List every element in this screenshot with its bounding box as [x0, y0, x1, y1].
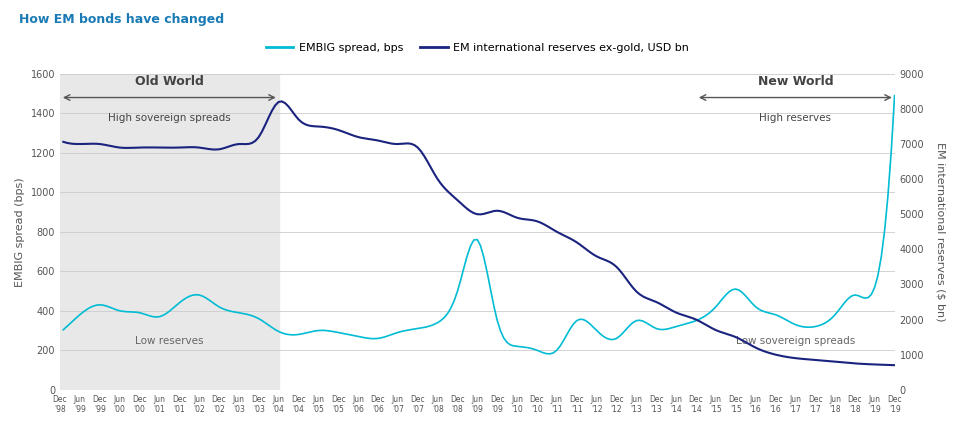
- Bar: [60, 74, 278, 390]
- Text: Old World: Old World: [135, 75, 204, 88]
- Text: Low reserves: Low reserves: [135, 336, 204, 347]
- Legend: EMBIG spread, bps, EM international reserves ex-gold, USD bn: EMBIG spread, bps, EM international rese…: [261, 38, 693, 57]
- Text: New World: New World: [757, 75, 833, 88]
- Y-axis label: EM international reserves ($ bn): EM international reserves ($ bn): [935, 142, 945, 322]
- Text: How EM bonds have changed: How EM bonds have changed: [19, 13, 225, 26]
- Text: High sovereign spreads: High sovereign spreads: [108, 113, 230, 123]
- Y-axis label: EMBIG spread (bps): EMBIG spread (bps): [15, 177, 25, 287]
- Text: Low sovereign spreads: Low sovereign spreads: [735, 336, 855, 347]
- Text: High reserves: High reserves: [759, 113, 831, 123]
